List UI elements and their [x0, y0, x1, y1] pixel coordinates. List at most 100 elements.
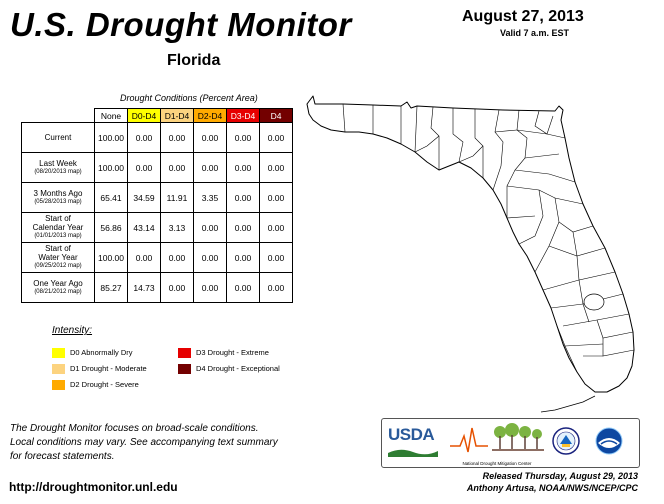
- usda-logo-text: USDA: [388, 425, 435, 444]
- col-header-d0-d4: D0-D4: [127, 108, 161, 123]
- table-row: Last Week (08/20/2013 map) 100.00 0.00 0.00 0…: [21, 152, 293, 183]
- row-label: Current: [21, 122, 95, 153]
- table-cell: 14.73: [127, 272, 161, 303]
- table-cell: 0.00: [127, 122, 161, 153]
- row-label-text: Calendar Year: [32, 223, 84, 232]
- legend-swatch-d4: [178, 364, 191, 375]
- row-label-text: One Year Ago: [33, 278, 83, 288]
- legend-swatch-d2: [52, 380, 65, 391]
- table-cell: 0.00: [259, 212, 293, 243]
- legend-swatch-d3: [178, 348, 191, 359]
- release-info: Released Thursday, August 29, 2013 Antho…: [420, 470, 638, 494]
- florida-outline: [306, 95, 635, 393]
- row-label-map-date: (08/21/2012 map): [34, 288, 82, 295]
- table-row: 3 Months Ago (05/28/2013 map) 65.41 34.59 11…: [21, 182, 293, 213]
- row-label-text: Last Week: [39, 158, 77, 168]
- table-cell: 65.41: [94, 182, 128, 213]
- disclaimer-note: The Drought Monitor focuses on broad-sca…: [10, 422, 278, 464]
- table-cell: 0.00: [226, 272, 260, 303]
- table-cell: 43.14: [127, 212, 161, 243]
- table-cell: 0.00: [193, 212, 227, 243]
- county-lines: [342, 103, 635, 373]
- row-label: Start of Calendar Year (01/01/2013 map): [21, 212, 95, 243]
- legend-item-d2: D2 Drought - Severe: [52, 380, 139, 391]
- table-cell: 0.00: [226, 152, 260, 183]
- table-row: Current 100.00 0.00 0.00 0.00 0.00 0.00: [21, 122, 293, 153]
- table-cell: 0.00: [127, 152, 161, 183]
- lake-okeechobee: [583, 293, 605, 311]
- legend-label-d4: D4 Drought - Exceptional: [196, 364, 280, 373]
- table-cell: 0.00: [193, 272, 227, 303]
- author: Anthony Artusa, NOAA/NWS/NCEP/CPC: [466, 483, 638, 493]
- table-cell: 0.00: [160, 122, 194, 153]
- table-cell: 0.00: [226, 242, 260, 273]
- legend-label-d3: D3 Drought - Extreme: [196, 348, 269, 357]
- release-date: Released Thursday, August 29, 2013: [482, 471, 638, 481]
- col-header-d1-d4: D1-D4: [160, 108, 194, 123]
- florida-keys: [540, 395, 596, 413]
- table-cell: 0.00: [193, 242, 227, 273]
- row-label-text: 3 Months Ago: [33, 188, 83, 198]
- table-row: Start of Water Year (09/25/2012 map) 100.00…: [21, 242, 293, 273]
- legend-item-d1: D1 Drought - Moderate: [52, 364, 147, 375]
- legend-swatch-d0: [52, 348, 65, 359]
- table-cell: 0.00: [160, 272, 194, 303]
- table-cell: 0.00: [193, 122, 227, 153]
- page-title: U.S. Drought Monitor: [10, 6, 352, 43]
- row-label: Last Week (08/20/2013 map): [21, 152, 95, 183]
- website-url[interactable]: http://droughtmonitor.unl.edu: [9, 480, 178, 494]
- legend-item-d3: D3 Drought - Extreme: [178, 348, 269, 359]
- noaa-logo-icon: [595, 427, 623, 455]
- note-line-2: Local conditions may vary. See accompany…: [10, 437, 278, 448]
- legend-title: Intensity:: [52, 325, 93, 336]
- table-cell: 100.00: [94, 242, 128, 273]
- legend-label-d0: D0 Abnormally Dry: [70, 348, 133, 357]
- usda-swoosh-icon: [388, 449, 438, 457]
- ndmc-trees-icon: [450, 423, 544, 453]
- table-cell: 56.86: [94, 212, 128, 243]
- table-cell: 0.00: [226, 182, 260, 213]
- table-cell: 0.00: [226, 212, 260, 243]
- note-line-3: for forecast statements.: [10, 451, 115, 462]
- ndmc-logo: National Drought Mitigation Center: [448, 422, 546, 466]
- table-corner: [21, 108, 95, 123]
- col-header-d4: D4: [259, 108, 293, 123]
- table-cell: 0.00: [259, 272, 293, 303]
- legend-swatch-d1: [52, 364, 65, 375]
- row-label-text: Current: [44, 133, 72, 142]
- legend-label-d1: D1 Drought - Moderate: [70, 364, 147, 373]
- table-cell: 0.00: [259, 182, 293, 213]
- table-cell: 3.13: [160, 212, 194, 243]
- table-cell: 0.00: [259, 122, 293, 153]
- ndmc-logo-text: National Drought Mitigation Center: [462, 461, 532, 466]
- row-label-map-date: (08/20/2013 map): [34, 168, 82, 175]
- col-header-none: None: [94, 108, 128, 123]
- table-cell: 0.00: [127, 242, 161, 273]
- table-cell: 0.00: [193, 152, 227, 183]
- note-line-1: The Drought Monitor focuses on broad-sca…: [10, 423, 259, 434]
- table-row: Start of Calendar Year (01/01/2013 map) 56.…: [21, 212, 293, 243]
- legend-label-d2: D2 Drought - Severe: [70, 380, 139, 389]
- table-cell: 0.00: [160, 242, 194, 273]
- row-label-map-date: (09/25/2012 map): [34, 263, 82, 269]
- table-cell: 0.00: [259, 242, 293, 273]
- row-label: One Year Ago (08/21/2012 map): [21, 272, 95, 303]
- row-label-text: Start of: [45, 244, 71, 253]
- table-cell: 11.91: [160, 182, 194, 213]
- legend-item-d0: D0 Abnormally Dry: [52, 348, 133, 359]
- map-date: August 27, 2013: [462, 8, 584, 25]
- table-cell: 0.00: [160, 152, 194, 183]
- florida-county-map: [306, 95, 635, 413]
- table-caption: Drought Conditions (Percent Area): [120, 93, 258, 103]
- state-name: Florida: [167, 52, 221, 69]
- row-label: Start of Water Year (09/25/2012 map): [21, 242, 95, 273]
- row-label-text: Start of: [45, 214, 71, 223]
- commerce-seal-icon: [552, 427, 580, 455]
- valid-time: Valid 7 a.m. EST: [500, 28, 570, 38]
- table-row: One Year Ago (08/21/2012 map) 85.27 14.73 0.…: [21, 272, 293, 303]
- row-label: 3 Months Ago (05/28/2013 map): [21, 182, 95, 213]
- table-header-row: None D0-D4 D1-D4 D2-D4 D3-D4 D4: [21, 108, 293, 123]
- table-cell: 0.00: [226, 122, 260, 153]
- row-label-text: Water Year: [38, 253, 78, 262]
- row-label-map-date: (05/28/2013 map): [34, 198, 82, 205]
